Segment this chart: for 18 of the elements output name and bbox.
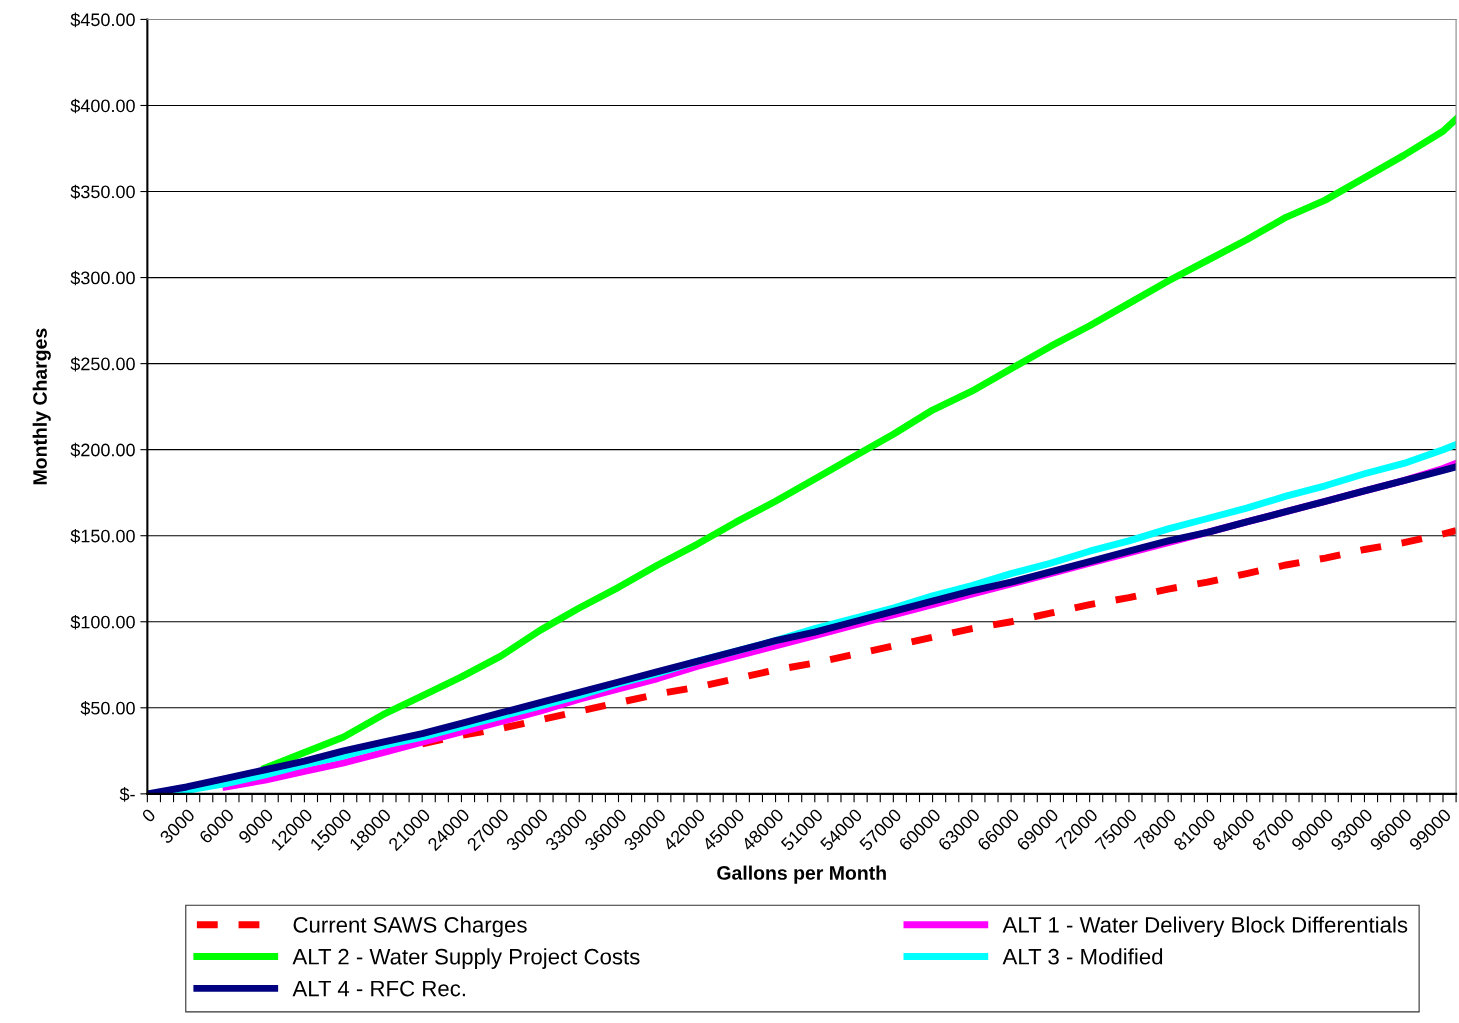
- y-tick-label: $350.00: [70, 184, 135, 200]
- y-tick-label: $50.00: [80, 700, 135, 716]
- y-tick-label: $450.00: [70, 12, 135, 28]
- y-tick-label: $300.00: [70, 270, 135, 286]
- x-tick-label: 0: [141, 807, 157, 824]
- y-tick-label: $250.00: [70, 356, 135, 372]
- y-tick-label: $150.00: [70, 528, 135, 544]
- y-axis-title: Monthly Charges: [32, 328, 51, 485]
- x-axis-title: Gallons per Month: [717, 865, 886, 884]
- y-tick-label: $200.00: [70, 442, 135, 458]
- legend-label: ALT 1 - Water Delivery Block Differentials: [1002, 916, 1408, 938]
- legend-label: ALT 3 - Modified: [1002, 948, 1163, 965]
- y-tick-label: $100.00: [70, 614, 135, 630]
- y-tick-label: $400.00: [70, 98, 135, 114]
- y-tick-label: $-: [119, 787, 135, 802]
- legend-label: ALT 2 - Water Supply Project Costs: [292, 948, 640, 969]
- legend-label: Current SAWS Charges: [293, 916, 527, 938]
- legend-label: ALT 4 - RFC Rec.: [292, 980, 465, 997]
